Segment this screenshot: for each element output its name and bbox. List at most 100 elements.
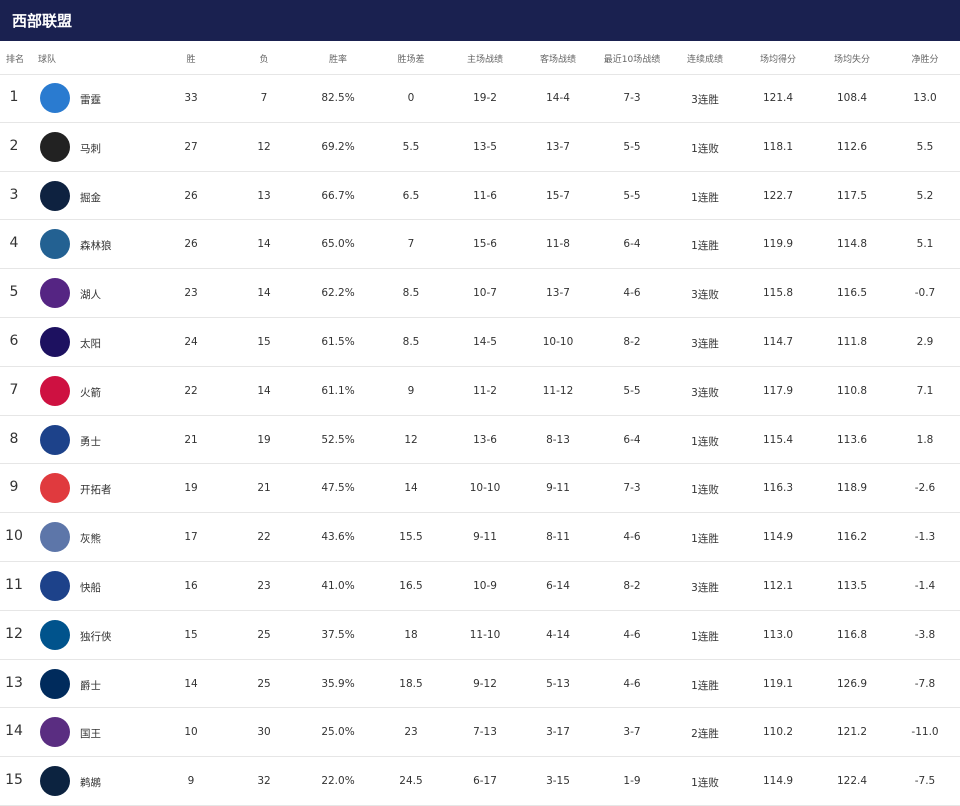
cell: 37.5% — [321, 628, 355, 641]
column-header: 场均失分 — [833, 55, 871, 65]
rank: 6 — [9, 333, 19, 349]
column-header: 场均得分 — [759, 55, 797, 65]
cell: 17 — [184, 531, 198, 544]
cell: 30 — [257, 726, 271, 739]
cell: 1连胜 — [691, 679, 719, 692]
cell: 8.5 — [402, 336, 420, 348]
rank: 2 — [9, 137, 19, 154]
cell: 7-13 — [473, 726, 497, 739]
column-header: 胜率 — [328, 55, 348, 65]
cell: -2.6 — [914, 482, 936, 495]
cell: 65.0% — [321, 238, 355, 251]
cell: 114.7 — [762, 336, 794, 348]
cell: 7-3 — [623, 92, 641, 104]
cell: 35.9% — [321, 677, 355, 690]
cell: 117.5 — [836, 189, 868, 202]
team-row: 8 勇士 21 19 52.5% 12 13-6 8-13 6-4 1连败 115.4 113.6 1.… — [0, 416, 960, 465]
cell: 114.9 — [762, 531, 794, 544]
cell: 22 — [257, 531, 271, 544]
cell: 112.1 — [762, 580, 794, 592]
cell: 113.0 — [762, 628, 794, 641]
team-name: 火箭 — [80, 386, 101, 399]
cell: 7-3 — [623, 482, 641, 495]
cell: 11-10 — [469, 628, 501, 641]
cell: 43.6% — [321, 531, 355, 544]
team-name: 勇士 — [80, 435, 101, 448]
cell: 21 — [184, 433, 198, 446]
cell: 114.9 — [762, 775, 794, 788]
cell: 6-17 — [473, 775, 497, 788]
team-row: 11 快船 16 23 41.0% 16.5 10-9 6-14 8-2 3连胜 112.1 113.… — [0, 562, 960, 611]
cell: -7.8 — [914, 677, 936, 690]
cell: 41.0% — [321, 580, 355, 592]
team-logo — [40, 424, 70, 455]
cell: 23 — [257, 580, 271, 592]
rank: 14 — [5, 723, 23, 740]
cell: 4-14 — [546, 628, 570, 641]
team-logo — [40, 571, 70, 601]
team-row: 1 雷霆 33 7 82.5% 0 19-2 14-4 7-3 3连胜 121.4 108.4 13.0 — [0, 74, 960, 123]
cell: 7.1 — [916, 384, 934, 397]
cell: 8.5 — [402, 287, 420, 300]
cell: 5-5 — [623, 384, 641, 397]
cell: 13 — [257, 189, 271, 202]
cell: 14 — [257, 384, 271, 397]
cell: -0.7 — [914, 287, 936, 300]
cell: 8-13 — [546, 433, 570, 446]
column-header: 最近10场战绩 — [603, 55, 661, 65]
cell: 110.8 — [836, 384, 868, 397]
cell: 22.0% — [321, 775, 355, 788]
cell: 6-4 — [623, 433, 641, 446]
rank: 11 — [5, 577, 23, 593]
cell: 113.5 — [836, 580, 868, 592]
cell: 118.9 — [836, 482, 868, 495]
cell: 4-6 — [623, 287, 641, 300]
cell: 5.1 — [916, 238, 934, 251]
cell: 10-10 — [542, 336, 574, 348]
cell: 7 — [260, 92, 268, 104]
cell: 119.9 — [762, 238, 794, 251]
cell: 116.2 — [836, 531, 868, 544]
cell: 25.0% — [321, 726, 355, 739]
column-header-row: 排名 球队 胜 负 胜率 胜场差 主场战绩 客场战绩 最近10场战绩 连续成绩 场均得分 场均失分 净胜… — [0, 41, 960, 75]
cell: 1连败 — [691, 435, 719, 448]
cell: 19-2 — [473, 92, 497, 104]
team-logo — [40, 180, 70, 211]
cell: 14 — [257, 238, 271, 251]
cell: 26 — [184, 238, 198, 251]
cell: 116.8 — [836, 628, 868, 641]
cell: 3连败 — [691, 386, 719, 399]
cell: 14-5 — [473, 336, 497, 348]
team-row: 9 开拓者 19 21 47.5% 14 10-10 9-11 7-3 1连败 116.3 118.9… — [0, 464, 960, 514]
rank: 4 — [9, 235, 19, 252]
cell: 19 — [257, 433, 271, 446]
cell: 16 — [184, 580, 198, 592]
cell: 8-11 — [546, 531, 570, 544]
cell: 23 — [184, 287, 198, 300]
team-row: 3 掘金 26 13 66.7% 6.5 11-6 15-7 5-5 1连胜 122.7 117.5 5… — [0, 172, 960, 221]
cell: 122.7 — [762, 189, 794, 202]
column-header: 主场战绩 — [466, 55, 504, 65]
cell: 27 — [184, 140, 198, 153]
cell: 13-5 — [473, 140, 497, 153]
cell: 4-6 — [623, 677, 641, 690]
cell: 115.4 — [762, 433, 794, 446]
cell: 1-9 — [623, 775, 641, 788]
cell: 14 — [404, 482, 418, 495]
team-row: 15 鹈鹕 9 32 22.0% 24.5 6-17 3-15 1-9 1连败 114.9 122.4… — [0, 757, 960, 806]
cell: 1.8 — [916, 433, 934, 446]
cell: 47.5% — [321, 482, 355, 495]
cell: 6.5 — [402, 189, 420, 202]
cell: 119.1 — [762, 677, 794, 690]
team-name: 灰熊 — [80, 533, 101, 546]
team-name: 鹈鹕 — [80, 777, 101, 790]
cell: 121.2 — [836, 726, 868, 739]
cell: 16.5 — [399, 580, 423, 592]
cell: 117.9 — [762, 384, 794, 397]
team-logo — [40, 522, 70, 553]
team-row: 14 国王 10 30 25.0% 23 7-13 3-17 3-7 2连胜 110.2 121.2 -… — [0, 708, 960, 758]
team-name: 掘金 — [80, 191, 101, 204]
column-header: 负 — [259, 55, 269, 65]
team-name: 爵士 — [80, 679, 101, 692]
cell: 18.5 — [399, 677, 423, 690]
